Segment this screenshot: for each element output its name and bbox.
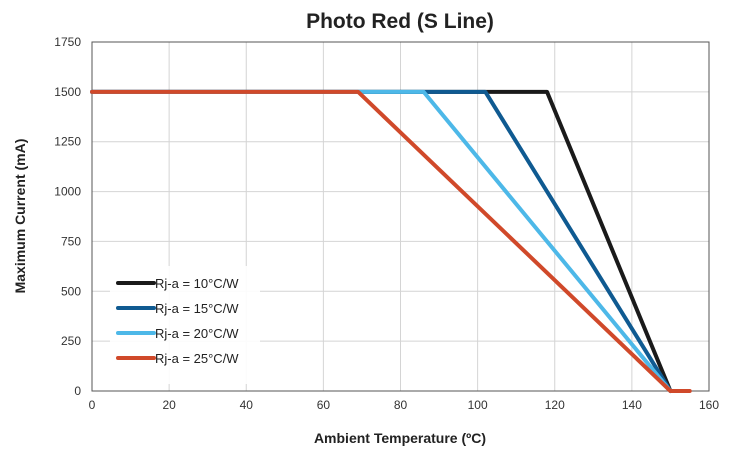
legend: Rj-a = 10°C/W Rj-a = 15°C/W Rj-a = 20°C/W R… [116,276,239,366]
legend-label: Rj-a = 25°C/W [155,351,239,366]
y-tick-label: 1750 [54,35,81,49]
y-tick-label: 1250 [54,135,81,149]
y-tick-label: 500 [61,284,81,298]
chart-title: Photo Red (S Line) [306,10,494,33]
series-lines [90,89,692,393]
x-tick-label: 100 [468,398,488,412]
legend-label: Rj-a = 15°C/W [155,301,239,316]
y-tick-label: 750 [61,234,81,248]
x-tick-label: 40 [240,398,254,412]
x-tick-label: 0 [89,398,96,412]
y-tick-label: 0 [74,384,81,398]
y-tick-label: 1500 [54,85,81,99]
y-tick-label: 1000 [54,185,81,199]
x-tick-label: 60 [317,398,331,412]
tick-labels: 0 20 40 60 80 100 120 140 160 0 250 500 750 1000 1250 1… [54,35,719,412]
series-line-4 [90,89,692,393]
x-tick-label: 120 [545,398,565,412]
legend-box [110,266,260,384]
x-axis-title: Ambient Temperature (ºC) [314,430,486,446]
x-tick-label: 80 [394,398,408,412]
x-tick-label: 20 [162,398,176,412]
legend-label: Rj-a = 10°C/W [155,276,239,291]
y-tick-label: 250 [61,334,81,348]
legend-label: Rj-a = 20°C/W [155,326,239,341]
y-axis-title: Maximum Current (mA) [12,139,28,294]
plot-frame [91,41,710,392]
x-tick-label: 160 [699,398,719,412]
x-tick-label: 140 [622,398,642,412]
